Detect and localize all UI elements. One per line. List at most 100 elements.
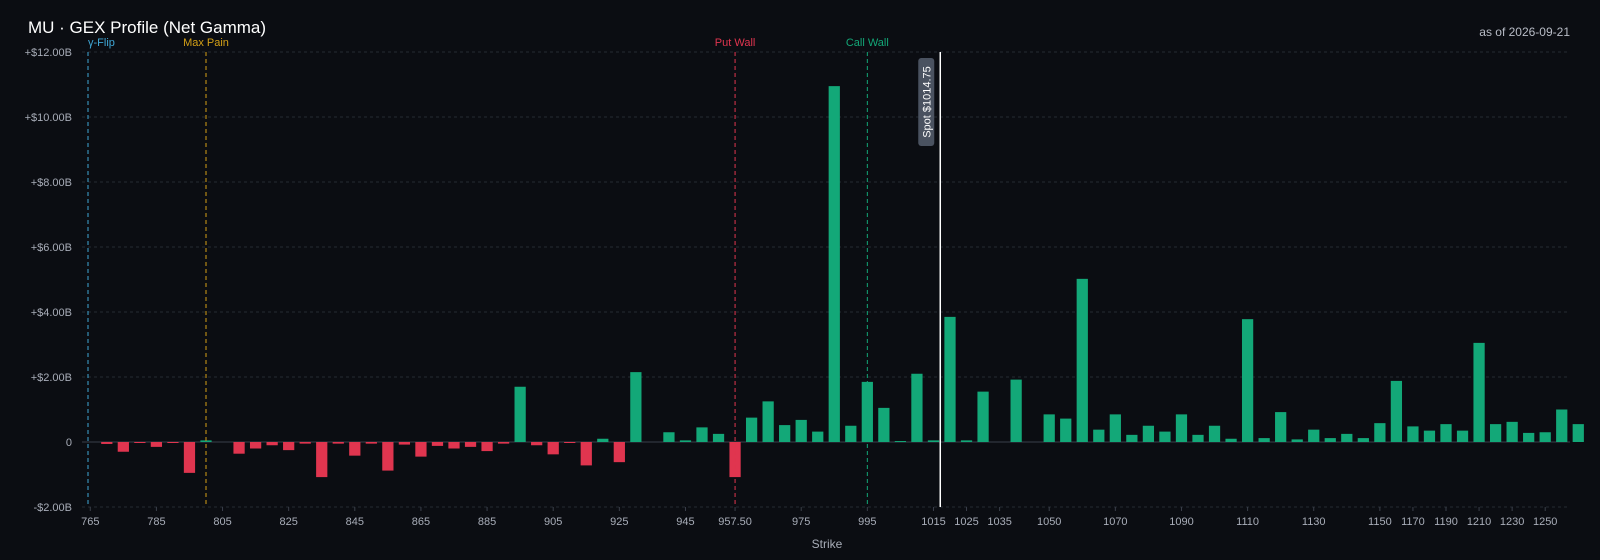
gex-bar — [117, 442, 129, 452]
x-tick-label: 1070 — [1103, 516, 1127, 528]
x-tick-label: 885 — [478, 516, 496, 528]
gex-bar — [1241, 319, 1254, 442]
gex-bar — [696, 427, 708, 442]
gex-bar — [580, 442, 592, 466]
x-tick-label: 1150 — [1368, 516, 1392, 528]
gex-bar — [762, 401, 774, 442]
gex-bar — [382, 442, 394, 471]
gex-bar — [299, 442, 311, 444]
y-tick-label: +$8.00B — [31, 177, 72, 189]
y-tick-label: +$4.00B — [31, 307, 72, 319]
gex-bar — [894, 441, 907, 443]
gex-bar — [1126, 434, 1138, 442]
x-tick-label: 1035 — [987, 516, 1011, 528]
gex-bar — [448, 442, 460, 449]
gex-bar — [1208, 425, 1221, 442]
gex-bar — [233, 442, 245, 454]
x-tick-label: 785 — [147, 516, 165, 528]
annotation-label: γ-Flip — [88, 37, 115, 49]
gex-bar — [531, 442, 543, 446]
gex-bar — [960, 440, 973, 442]
gex-bar — [1159, 431, 1171, 442]
gex-bar — [911, 373, 923, 442]
gex-bar — [1258, 438, 1270, 442]
spot-label: Spot $1014.75 — [921, 66, 933, 138]
x-tick-label: 925 — [610, 516, 628, 528]
gex-bar — [266, 442, 278, 446]
gex-bar — [1407, 426, 1419, 442]
gex-bar — [1390, 380, 1403, 442]
gex-bar — [1456, 430, 1469, 442]
gex-bar — [481, 442, 493, 452]
gex-bar — [547, 442, 559, 455]
gex-bar — [779, 425, 791, 442]
gex-bar — [663, 432, 675, 442]
annotation-label: Put Wall — [715, 37, 756, 49]
gex-bar — [1523, 432, 1535, 442]
x-tick-label: 975 — [792, 516, 810, 528]
gex-bar — [497, 442, 510, 444]
gex-bar — [1556, 409, 1568, 442]
gex-bar — [1506, 421, 1518, 442]
x-tick-label: 865 — [412, 516, 430, 528]
gex-bar — [1357, 438, 1369, 442]
annotation-lines-layer: γ-Flip Max Pain Put Wall Call Wall Spot $101… — [87, 37, 942, 507]
gex-bar — [349, 442, 361, 456]
x-tick-label: 1210 — [1467, 516, 1491, 528]
gex-bar — [712, 433, 725, 442]
y-tick-label: 0 — [66, 437, 72, 449]
x-axis-label: Strike — [812, 537, 843, 551]
gex-bar — [464, 442, 477, 447]
x-tick-label: 1230 — [1500, 516, 1524, 528]
gex-bar — [1093, 429, 1105, 442]
x-tick-label: 1025 — [954, 516, 978, 528]
gex-bar — [745, 417, 758, 442]
gex-bar — [1175, 414, 1188, 442]
x-tick-label: 995 — [858, 516, 876, 528]
gex-bar — [944, 316, 956, 442]
gex-bar — [398, 442, 411, 445]
axis-layer: -$2.00B 0 +$2.00B +$4.00B +$6.00B +$8.00B +$10… — [25, 47, 1558, 528]
gex-bar — [200, 440, 212, 442]
gex-bar — [1275, 412, 1287, 442]
x-tick-label: 905 — [544, 516, 562, 528]
y-tick-label: +$2.00B — [31, 372, 72, 384]
x-tick-label: 1090 — [1169, 516, 1193, 528]
gex-bar — [514, 386, 526, 442]
x-tick-label: 1250 — [1533, 516, 1557, 528]
gex-bar — [150, 442, 163, 447]
gex-bar — [1324, 438, 1336, 442]
annotation-label: Max Pain — [183, 37, 229, 49]
gex-bar — [101, 442, 113, 444]
gex-bar — [828, 86, 840, 442]
gex-bar — [679, 440, 692, 442]
x-tick-label: 845 — [346, 516, 364, 528]
annotation-label: Call Wall — [846, 37, 889, 49]
x-tick-label: 825 — [279, 516, 297, 528]
gex-bar — [332, 442, 344, 444]
chart-title: MU · GEX Profile (Net Gamma) — [28, 18, 267, 37]
x-tick-label: 1015 — [921, 516, 945, 528]
gex-bar — [1374, 423, 1386, 442]
as-of-date: as of 2026-09-21 — [1479, 25, 1570, 39]
gex-bar — [1291, 439, 1303, 442]
gex-bar — [1423, 430, 1436, 442]
gex-bar — [134, 442, 146, 443]
gex-bar — [1076, 278, 1088, 442]
gex-bar — [927, 440, 940, 442]
gex-bar — [878, 407, 890, 442]
spot-label-box — [918, 58, 935, 146]
gex-bar — [1142, 425, 1155, 442]
gex-bar — [167, 442, 179, 443]
gex-bar — [812, 431, 824, 442]
x-tick-label: 1190 — [1434, 516, 1458, 528]
y-tick-label: +$12.00B — [25, 47, 72, 59]
gex-bar — [613, 442, 625, 463]
y-tick-label: -$2.00B — [33, 502, 72, 514]
gex-bar — [1440, 424, 1452, 442]
gex-bar — [431, 442, 444, 446]
y-tick-label: +$6.00B — [31, 242, 72, 254]
x-tick-label: 1050 — [1037, 516, 1061, 528]
gex-bar — [365, 442, 377, 444]
